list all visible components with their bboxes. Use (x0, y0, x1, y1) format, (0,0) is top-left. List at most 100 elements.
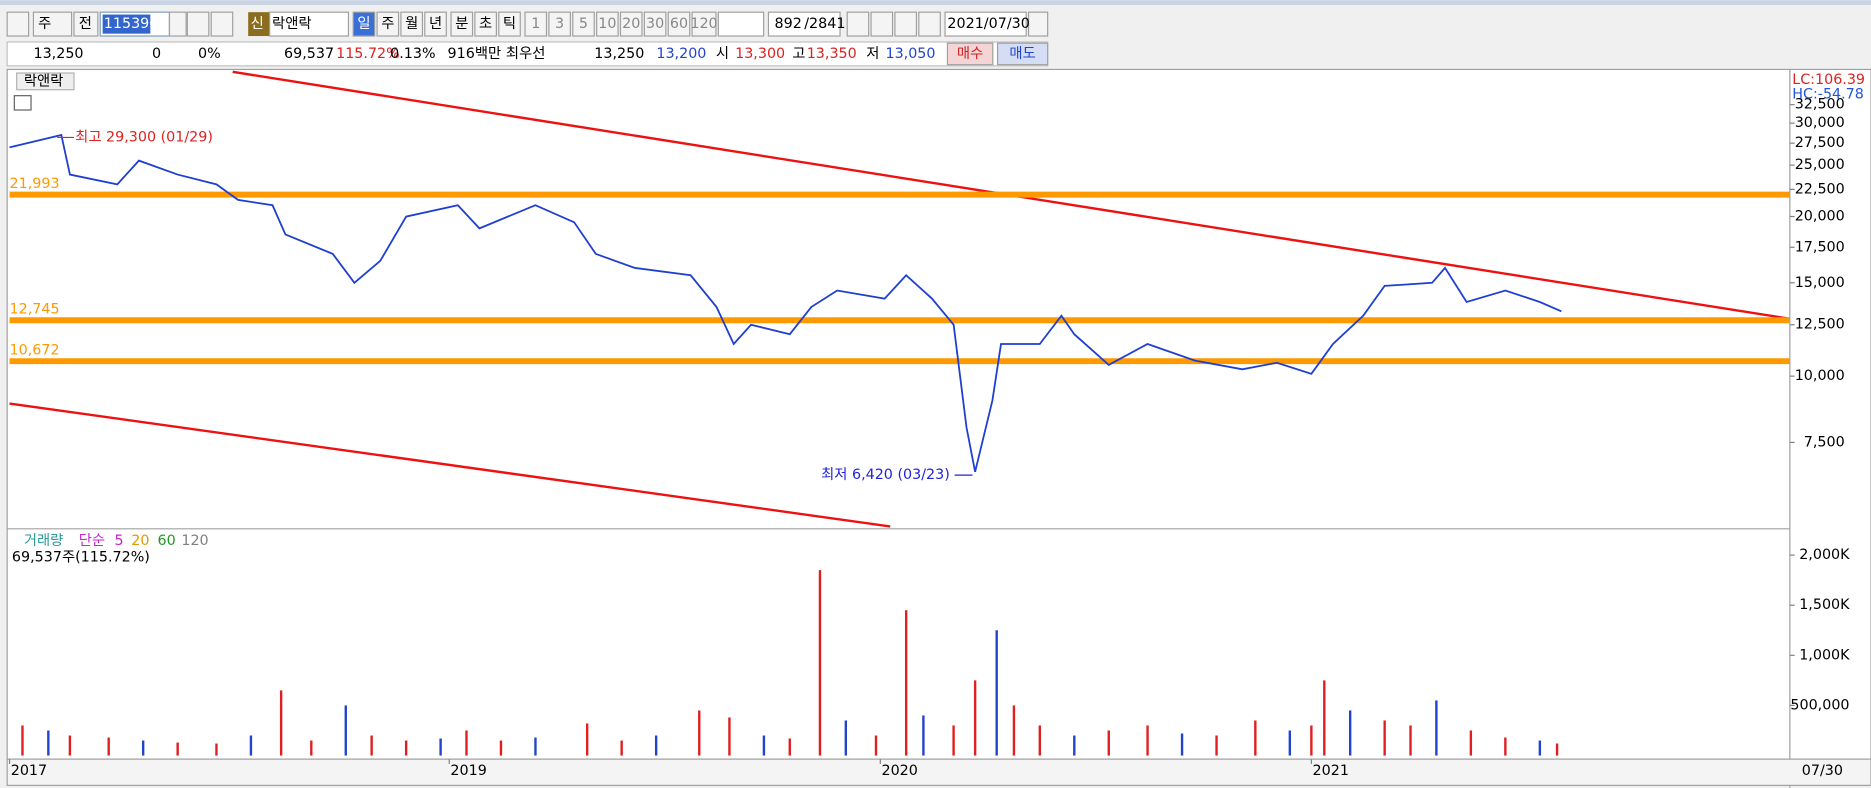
volume-bar (176, 742, 179, 756)
save-button[interactable] (894, 11, 918, 37)
volume-bar (1254, 720, 1257, 756)
interval-button[interactable] (352, 11, 376, 37)
interval: 분 (455, 16, 468, 32)
interval: 틱 (503, 15, 516, 32)
minute: 30 (646, 16, 664, 32)
quote-sell: 매도 (1009, 45, 1035, 62)
search-button[interactable] (186, 11, 210, 37)
interval-button[interactable] (450, 11, 474, 37)
minute-button[interactable] (524, 11, 548, 37)
minute-button[interactable] (691, 11, 717, 37)
interval: 년 (429, 15, 442, 32)
high-annotation: 최고 29,300 (01/29) (75, 128, 213, 145)
minute: 5 (579, 16, 588, 32)
total: /2841 (804, 16, 845, 32)
low-annotation: 최저 6,420 (03/23) (821, 466, 950, 483)
price-line (9, 133, 1562, 473)
sell-button[interactable] (996, 42, 1049, 66)
volume-bar (1383, 720, 1386, 756)
blank-dropdown[interactable] (717, 11, 765, 37)
prev-button[interactable] (73, 11, 99, 37)
volume-bar (370, 735, 373, 756)
name-box (269, 11, 350, 37)
minute-button[interactable] (643, 11, 667, 37)
interval: 월 (405, 15, 418, 32)
y-tick-label: 15,000 (1795, 275, 1845, 291)
code: 115390 (104, 16, 159, 32)
minute-button[interactable] (667, 11, 691, 37)
quote-high: 13,350 (807, 46, 857, 62)
level-label: 21,993 (10, 176, 60, 192)
calendar-button[interactable] (1027, 11, 1049, 37)
interval: 초 (479, 16, 492, 32)
quote-high-label: 고 (792, 46, 805, 62)
volume-bar (1288, 730, 1292, 756)
spinner[interactable] (210, 11, 234, 37)
y-tick-label: 7,500 (1804, 434, 1845, 450)
interval-button[interactable] (498, 11, 521, 37)
period: 주 (38, 16, 51, 32)
y-tick-label: 27,500 (1795, 135, 1845, 151)
volume-bar (1146, 725, 1149, 756)
minute-button[interactable] (619, 11, 643, 37)
interval: 일 (357, 15, 370, 32)
volume-bar (1348, 710, 1352, 756)
indicator-hc: HC:-54.78 (1792, 86, 1864, 102)
menu-button[interactable] (6, 11, 30, 37)
date: 2021/07/30 (947, 16, 1029, 32)
title-tab (16, 72, 75, 91)
volume-bar (1504, 737, 1507, 756)
volume-bar (439, 738, 442, 756)
interval-button[interactable] (474, 11, 497, 37)
code-dropdown[interactable] (168, 11, 187, 37)
volume-bar (585, 723, 589, 756)
volume-bar (68, 735, 72, 756)
interval-button[interactable] (400, 11, 424, 37)
volume-legend: 60 (158, 533, 176, 549)
y-tick-label: 30,000 (1795, 115, 1845, 131)
count-box (767, 11, 841, 37)
volume-legend: 거래량 (24, 532, 63, 549)
code-selection (102, 14, 151, 34)
chart-title: 락앤락 (24, 72, 63, 89)
tool-button[interactable] (870, 11, 894, 37)
y-tick-label: 17,500 (1795, 239, 1845, 255)
y-tick-label: 500,000 (1790, 697, 1849, 713)
volume-bar (922, 715, 925, 756)
interval-button[interactable] (424, 11, 447, 37)
minute: 1 (531, 16, 540, 32)
volume-bar (818, 570, 822, 756)
volume-bar (844, 720, 848, 756)
volume-bar (141, 740, 145, 756)
minute-button[interactable] (548, 11, 571, 37)
x-axis-band (6, 758, 1871, 786)
interval-button[interactable] (376, 11, 400, 37)
period-button[interactable] (32, 11, 73, 37)
grid-icon[interactable] (13, 95, 32, 111)
prev: 전 (79, 15, 92, 32)
quote-volume-ratio: 115.72% (336, 46, 400, 62)
date-box[interactable] (944, 11, 1027, 37)
volume-bar (973, 680, 977, 756)
quote-bid: 13,200 (656, 46, 706, 62)
quote-open-label: 시 (716, 46, 729, 62)
minute-button[interactable] (596, 11, 619, 37)
count: 892 (775, 16, 802, 32)
quote-change-pct: 0% (198, 46, 221, 62)
volume-bar (1107, 730, 1110, 756)
minute-button[interactable] (572, 11, 595, 37)
settings-button[interactable] (918, 11, 941, 37)
minute: 120 (690, 16, 717, 32)
volume-bar (344, 705, 347, 756)
volume-bar (728, 717, 731, 756)
volume-legend: 5 (115, 533, 124, 549)
quote-buy: 매수 (957, 45, 983, 62)
y-tick-label: 12,500 (1795, 317, 1845, 333)
volume-bar (279, 690, 283, 756)
tool-button[interactable] (846, 11, 870, 37)
buy-button[interactable] (946, 42, 994, 66)
quote-ask: 13,250 (594, 46, 644, 62)
volume-bar (1538, 740, 1542, 756)
